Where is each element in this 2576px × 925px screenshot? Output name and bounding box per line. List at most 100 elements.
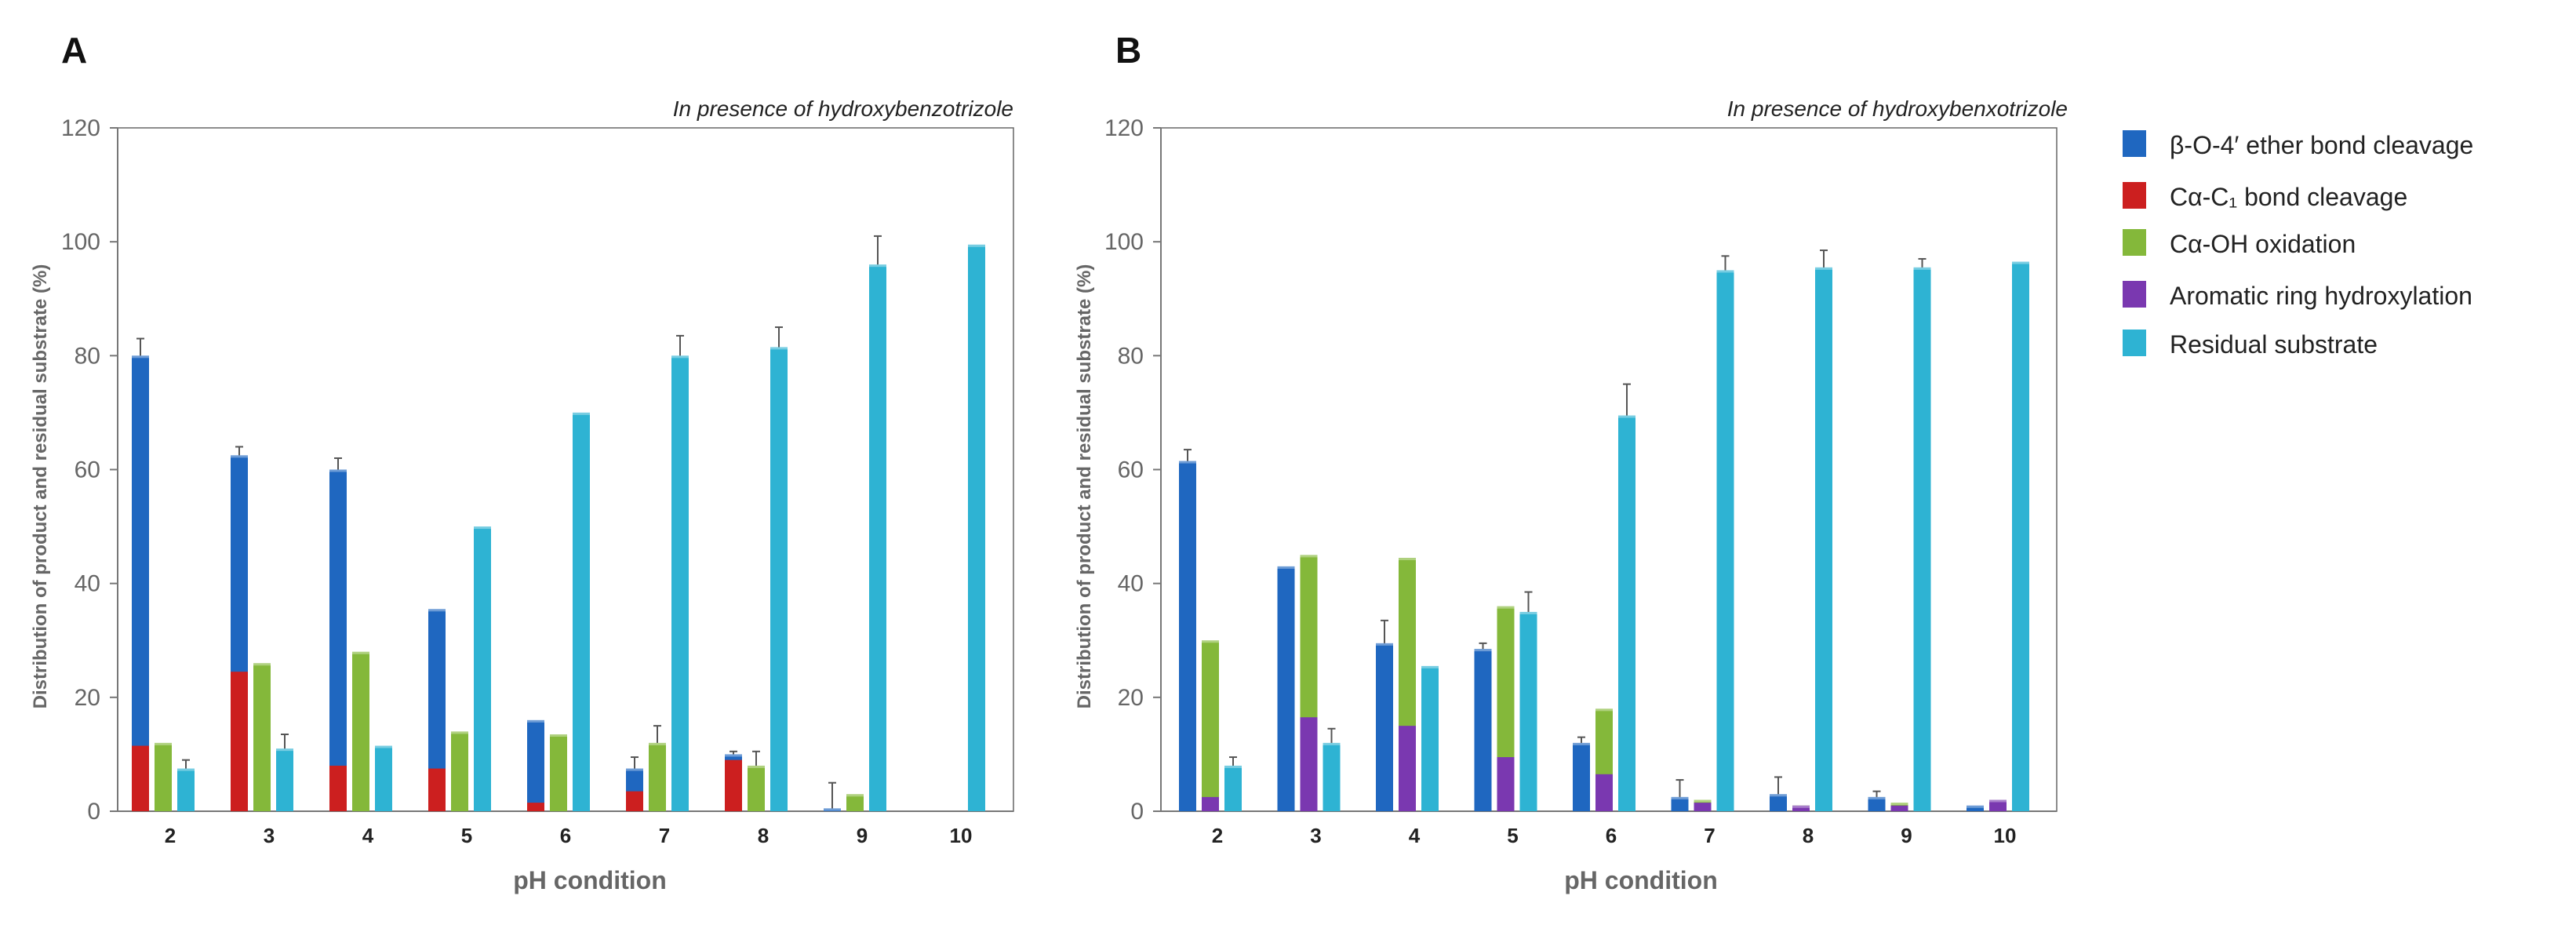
y-tick-label: 80 [1118,343,1144,369]
bar-calpha [329,765,347,811]
x-tick-label: 4 [1409,824,1421,847]
bar-highlight [1890,803,1908,806]
legend-swatch-calpha [2123,182,2146,209]
x-tick-label: 2 [165,824,176,847]
bar-resid [770,347,788,812]
bar-arom [1202,796,1219,811]
bar-resid [1815,267,1832,811]
bar-beta [1573,742,1590,811]
bar-beta [1967,805,1984,811]
x-tick-label: 10 [950,824,973,847]
bar-beta [428,609,446,811]
bar-beta [329,469,347,811]
bar-calpha [132,745,149,811]
bar-highlight [748,765,765,768]
bar-oxid [352,651,369,811]
bar-highlight [1519,611,1537,614]
bar-highlight [573,412,590,415]
bar-highlight [329,469,347,472]
bar-highlight [649,742,666,745]
x-tick-label: 6 [1606,824,1617,847]
y-tick-label: 0 [1130,799,1144,825]
bar-highlight [1913,267,1931,270]
bar-resid [474,526,491,811]
bar-highlight [1815,267,1832,270]
bar-resid [276,748,293,811]
bar-resid [573,412,590,811]
x-tick-label: 4 [362,824,374,847]
bar-resid [2012,261,2029,812]
bar-calpha [428,768,446,811]
x-tick-label: 3 [1310,824,1321,847]
bar-resid [968,244,985,811]
bar-oxid [846,794,864,811]
bar-highlight [968,244,985,247]
y-tick-label: 100 [61,229,100,255]
bar-highlight [1792,805,1810,808]
legend-swatch-arom [2123,281,2146,308]
x-tick-label: 9 [857,824,868,847]
x-tick-label: 5 [461,824,472,847]
bar-highlight [1277,566,1295,569]
bar-highlight [725,754,742,757]
bar-beta [1770,794,1787,811]
y-tick-label: 40 [75,571,100,597]
bar-highlight [550,734,567,737]
bar-highlight [626,768,643,771]
bar-beta [132,355,149,811]
panel-b-x-axis-label: pH condition [1564,866,1718,894]
panel-a-x-axis-label: pH condition [513,866,667,894]
bar-highlight [1224,765,1242,768]
bar-arom [1399,726,1416,811]
legend-swatch-beta [2123,130,2146,157]
x-tick-label: 8 [758,824,769,847]
bar-highlight [846,794,864,797]
bar-highlight [1595,708,1613,712]
bar-oxid [1202,640,1219,811]
panel-a-y-axis-label: Distribution of product and residual sub… [30,264,51,709]
bar-arom [1300,717,1318,811]
legend-label-oxid: Cα-OH oxidation [2170,230,2356,258]
bar-oxid [550,734,567,811]
bar-highlight [1179,461,1196,464]
bar-oxid [155,742,172,811]
legend-label-resid: Residual substrate [2170,330,2378,359]
panel-b-letter: B [1115,30,1141,71]
bar-highlight [527,719,544,723]
bar-highlight [155,742,172,745]
bar-calpha [626,791,643,811]
bar-resid [1618,415,1635,811]
bar-arom [1694,803,1712,811]
bar-calpha [725,759,742,811]
bar-highlight [253,663,271,666]
bar-oxid [451,731,468,811]
bar-highlight [428,609,446,612]
bar-calpha [527,803,544,811]
panel-a-letter: A [61,30,87,71]
bar-oxid [748,765,765,811]
bar-oxid [649,742,666,811]
bar-resid [1421,665,1439,811]
bar-highlight [1716,270,1734,273]
bar-beta [527,719,544,811]
bar-resid [869,264,886,811]
panel-a: A In presence of hydroxybenzotrizole pH … [30,30,1014,894]
bar-highlight [1694,799,1712,803]
bar-highlight [474,526,491,530]
bar-arom [1497,757,1515,811]
bar-beta [1474,649,1492,811]
legend: β-O-4′ ether bond cleavage Cα-C₁ bond cle… [2123,130,2473,359]
bar-highlight [1868,796,1886,799]
bar-resid [1913,267,1931,811]
y-tick-label: 20 [75,685,100,711]
legend-label-arom: Aromatic ring hydroxylation [2170,282,2472,310]
x-tick-label: 9 [1901,824,1912,847]
y-tick-label: 80 [75,343,100,369]
bar-highlight [770,347,788,350]
panel-a-subtitle: In presence of hydroxybenzotrizole [673,97,1013,121]
bar-highlight [1202,640,1219,643]
y-tick-label: 0 [87,799,100,825]
legend-label-calpha: Cα-C₁ bond cleavage [2170,183,2407,211]
bar-beta [1868,796,1886,811]
bar-arom [1890,805,1908,811]
